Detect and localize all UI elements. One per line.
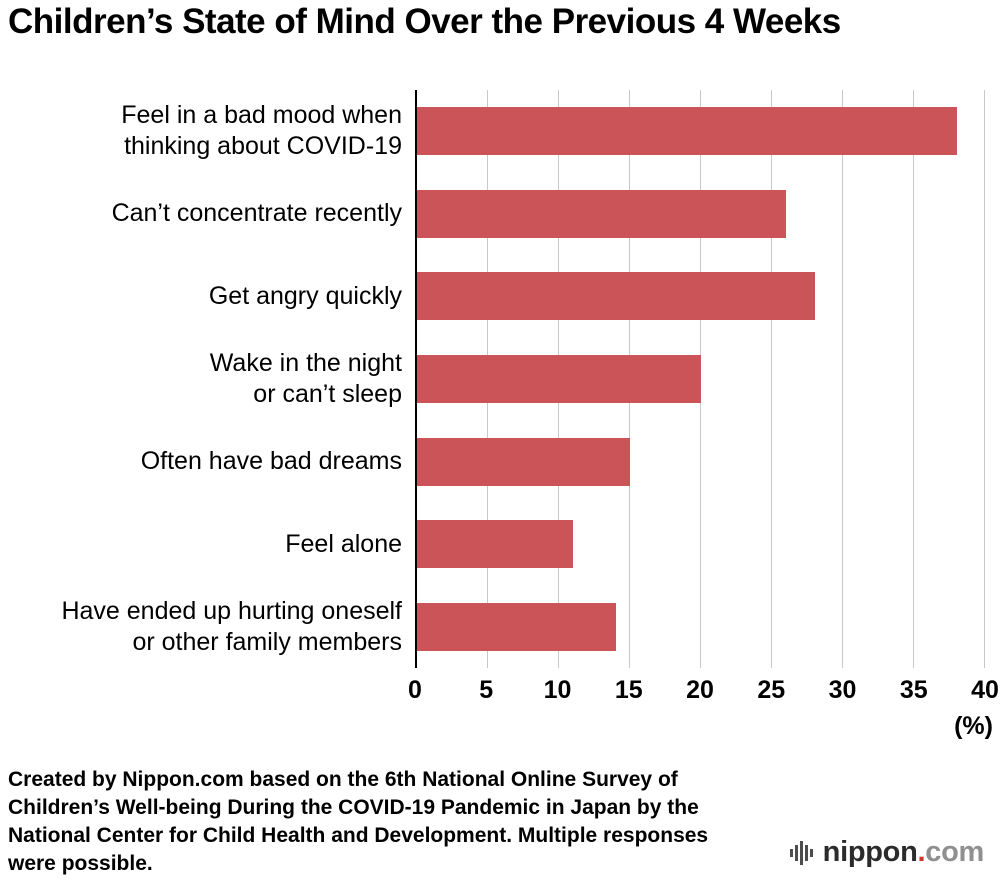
x-tick-label: 30	[828, 676, 857, 704]
x-tick-label: 40	[971, 676, 999, 704]
nippon-logo: nippon.com	[789, 836, 985, 869]
soundwave-icon	[789, 838, 814, 868]
x-tick-label: 5	[479, 676, 494, 704]
bar	[417, 107, 957, 156]
bar	[417, 272, 815, 321]
bar-label: Feel alone	[285, 529, 402, 558]
bar-row	[417, 503, 985, 586]
bar-row	[417, 585, 985, 668]
bar-label: Have ended up hurting oneself or other f…	[61, 596, 402, 656]
x-tick-label: 20	[686, 676, 714, 704]
bar-label: Get angry quickly	[208, 281, 402, 310]
source-note: Created by Nippon.com based on the 6th N…	[8, 768, 709, 875]
bar	[417, 437, 630, 486]
bar	[417, 354, 701, 403]
bar-row	[417, 90, 985, 173]
x-tick-label: 10	[543, 676, 572, 704]
plot-area	[415, 90, 985, 668]
x-tick-label: 25	[757, 676, 786, 704]
x-axis-ticks: 0 5 10 15 20 25 30 35 40	[408, 676, 999, 706]
bar	[417, 520, 574, 569]
x-tick-label: 0	[408, 676, 422, 704]
page-title: Children’s State of Mind Over the Previo…	[8, 2, 841, 41]
bar-chart: Feel in a bad mood when thinking about C…	[0, 90, 985, 668]
bar-row	[417, 255, 985, 338]
gridline	[842, 90, 843, 668]
gridline	[771, 90, 772, 668]
x-tick-label: 15	[614, 676, 643, 704]
x-tick-label: 35	[899, 676, 928, 704]
bar	[417, 602, 616, 651]
bar-label: Wake in the night or can’t sleep	[209, 348, 402, 409]
bar-label: Feel in a bad mood when thinking about C…	[121, 101, 402, 161]
bar-label: Often have bad dreams	[140, 446, 402, 475]
bar-row	[417, 420, 985, 503]
logo-brand-text: nippon	[822, 836, 918, 868]
gridline	[984, 90, 985, 668]
bar-row	[417, 338, 985, 421]
gridline	[913, 90, 914, 668]
bar-row	[417, 173, 985, 256]
logo-dot-text: .	[917, 836, 926, 868]
category-labels: Feel in a bad mood when thinking about C…	[0, 90, 415, 668]
bar-label: Can’t concentrate recently	[111, 199, 402, 228]
axis-unit-label: (%)	[954, 712, 993, 740]
bar	[417, 189, 787, 238]
logo-tld-text: com	[925, 836, 984, 868]
logo-wordmark: nippon.com	[822, 836, 985, 869]
